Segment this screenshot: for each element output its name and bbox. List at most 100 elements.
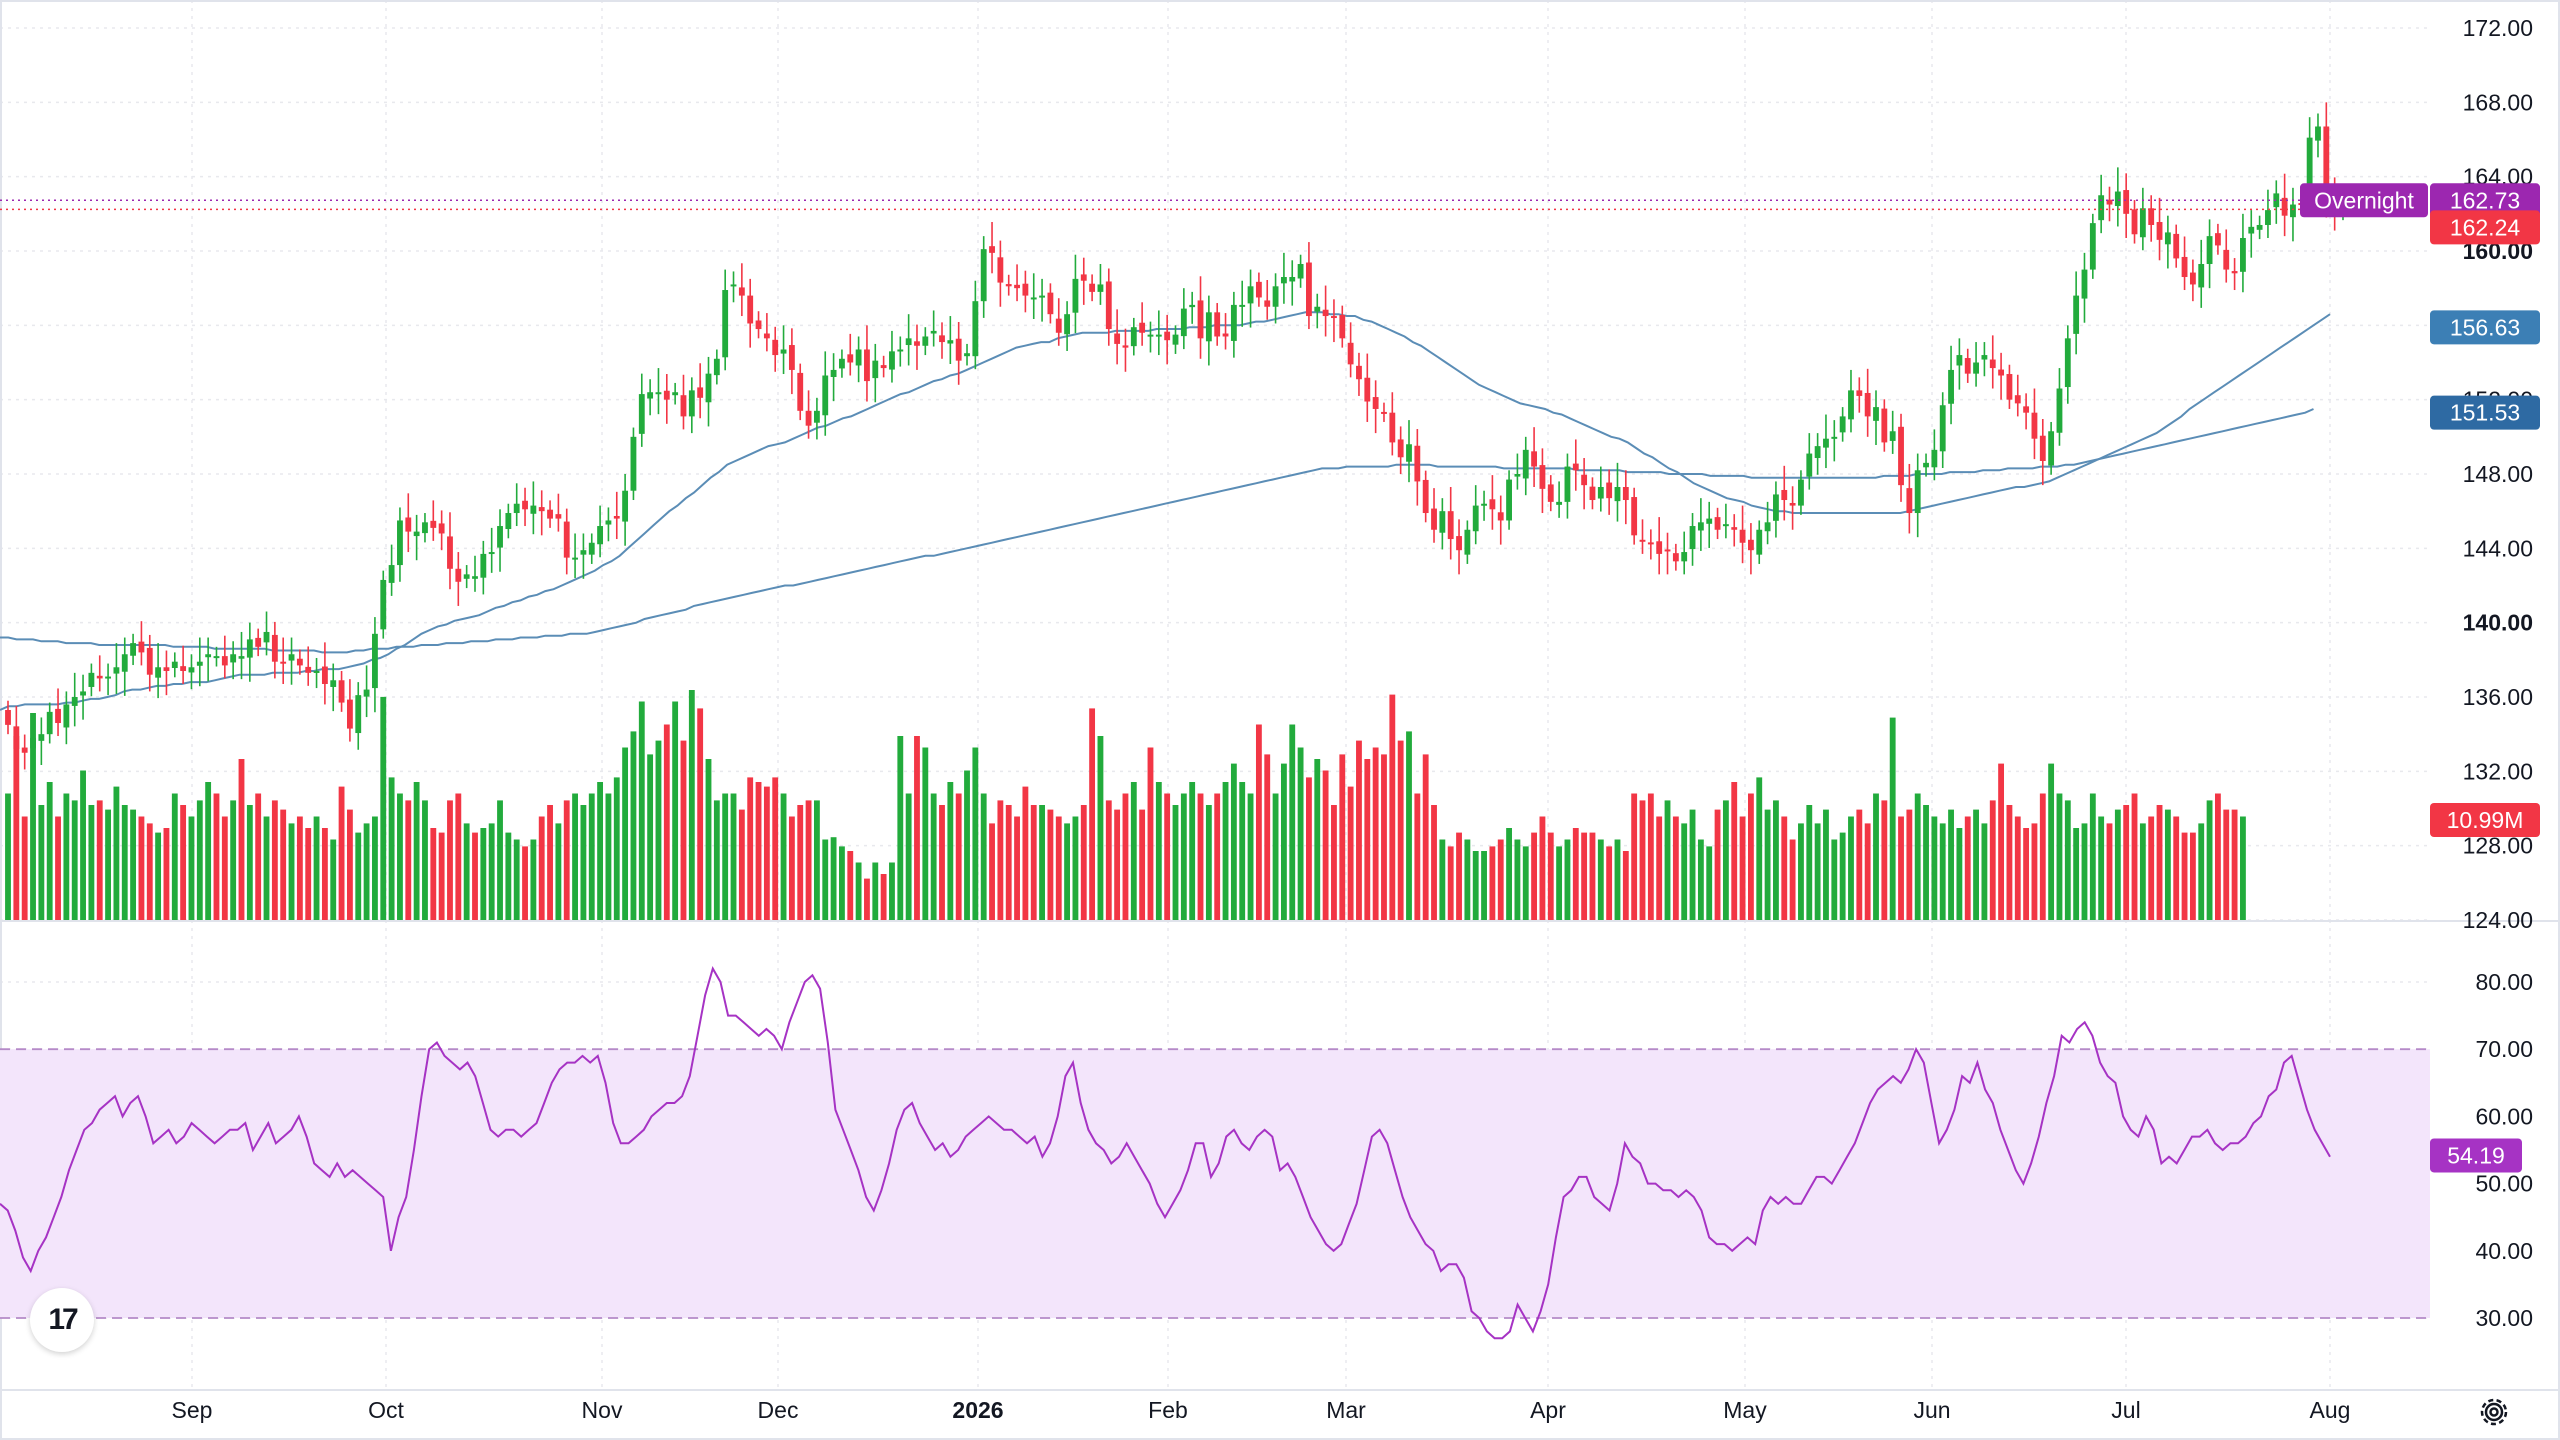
- candle-body: [1547, 484, 1554, 502]
- candle-body: [663, 390, 670, 400]
- volume-bar: [1697, 839, 1704, 920]
- candle-body: [1205, 312, 1212, 342]
- candle-body: [2123, 190, 2130, 214]
- candle-body: [2039, 435, 2046, 461]
- volume-bar: [1531, 832, 1538, 920]
- price-axis[interactable]: 124.00128.00132.00136.00140.00144.00148.…: [2463, 15, 2533, 933]
- volume-bar: [763, 786, 770, 920]
- volume-bar: [1230, 763, 1237, 920]
- overnight-price-value: 162.73: [2450, 187, 2520, 213]
- rsi-value: 54.19: [2447, 1142, 2505, 1168]
- volume-bars: [5, 690, 2246, 920]
- volume-bar: [2131, 793, 2138, 920]
- volume-bar: [188, 816, 195, 920]
- candle-body: [2098, 195, 2105, 221]
- candle-body: [80, 691, 86, 696]
- volume-bar: [1147, 747, 1154, 920]
- volume-bar: [155, 832, 162, 920]
- candle-body: [672, 392, 679, 396]
- volume-bar: [2231, 809, 2238, 920]
- volume-bar: [438, 832, 445, 920]
- candle-body: [1706, 518, 1713, 524]
- price-candles: [5, 102, 2346, 770]
- candle-body: [1347, 342, 1354, 365]
- candle-body: [1506, 479, 1512, 521]
- time-tick-label: Aug: [2310, 1397, 2351, 1423]
- volume-bar: [1047, 809, 1054, 920]
- rsi-axis[interactable]: 30.00 40.00 50.00 60.00 70.00 80.00: [2475, 969, 2533, 1331]
- candle-body: [1672, 553, 1679, 562]
- candle-body: [1464, 529, 1471, 555]
- candle-body: [1956, 355, 1963, 366]
- rsi-tick-label: 70.00: [2475, 1036, 2533, 1062]
- volume-bar: [1331, 805, 1337, 920]
- candle-body: [121, 654, 128, 672]
- candle-body: [1114, 333, 1121, 344]
- gear-icon[interactable]: [2476, 1394, 2512, 1430]
- volume-bar: [1906, 809, 1913, 920]
- ma-slow-line: [0, 408, 2314, 654]
- logo-text: 17: [48, 1303, 78, 1336]
- volume-bar: [1322, 770, 1329, 920]
- candle-body: [1689, 526, 1696, 550]
- candle-body: [455, 568, 462, 582]
- volume-bar: [1589, 832, 1596, 920]
- volume-bar: [755, 782, 762, 920]
- candle-body: [655, 392, 662, 395]
- candle-body: [1781, 489, 1788, 501]
- candle-body: [680, 395, 687, 417]
- volume-bar: [238, 759, 245, 920]
- candle-body: [2231, 271, 2238, 274]
- volume-bar: [972, 747, 979, 920]
- candle-body: [955, 338, 962, 361]
- volume-bar: [105, 809, 111, 920]
- volume-bar: [1956, 828, 1963, 920]
- volume-bar: [538, 816, 545, 920]
- volume-bar: [1581, 832, 1588, 920]
- volume-bar: [2081, 823, 2088, 920]
- tradingview-logo[interactable]: 17: [30, 1288, 94, 1352]
- candle-body: [722, 290, 729, 358]
- volume-bar: [805, 800, 812, 920]
- volume-bar: [939, 805, 945, 920]
- candle-body: [2114, 191, 2121, 207]
- price-lines: [0, 199, 2430, 211]
- volume-bar: [1898, 816, 1904, 920]
- candle-body: [213, 656, 220, 659]
- rsi-tick-label: 30.00: [2475, 1305, 2533, 1331]
- candle-body: [2306, 137, 2313, 201]
- candle-body: [897, 349, 904, 352]
- volume-bar: [1356, 740, 1362, 920]
- candle-body: [2006, 374, 2013, 400]
- candle-body: [2056, 388, 2063, 433]
- volume-bar: [305, 828, 312, 920]
- price-tags: Overnight 162.73 162.24 156.63 151.53 10…: [2300, 183, 2540, 1173]
- volume-bar: [847, 851, 854, 920]
- candle-body: [1489, 499, 1496, 510]
- candle-body: [1089, 283, 1096, 292]
- volume-bar: [580, 805, 587, 920]
- candle-body: [780, 349, 787, 354]
- volume-bar: [955, 793, 962, 920]
- candle-body: [1364, 377, 1371, 402]
- candle-body: [1597, 487, 1604, 499]
- volume-bar: [5, 793, 11, 920]
- rsi-tick-label: 60.00: [2475, 1103, 2533, 1129]
- candle-body: [1681, 552, 1688, 562]
- volume-bar: [630, 731, 637, 920]
- time-tick-label: Feb: [1148, 1397, 1188, 1423]
- candle-body: [2106, 199, 2113, 205]
- ma-fast-line: [0, 311, 2331, 711]
- candle-body: [205, 654, 212, 658]
- time-axis[interactable]: Sep Oct Nov Dec 2026 Feb Mar Apr May Jun Jul Aug: [172, 1397, 2351, 1423]
- volume-bar: [388, 777, 395, 920]
- volume-bar: [1664, 800, 1671, 920]
- volume-bar: [1731, 782, 1738, 920]
- candle-body: [1964, 358, 1971, 374]
- candle-body: [2173, 233, 2180, 259]
- rsi-band: [0, 1048, 2430, 1319]
- candle-body: [196, 661, 203, 666]
- candle-body: [2164, 232, 2171, 245]
- candle-body: [338, 680, 345, 703]
